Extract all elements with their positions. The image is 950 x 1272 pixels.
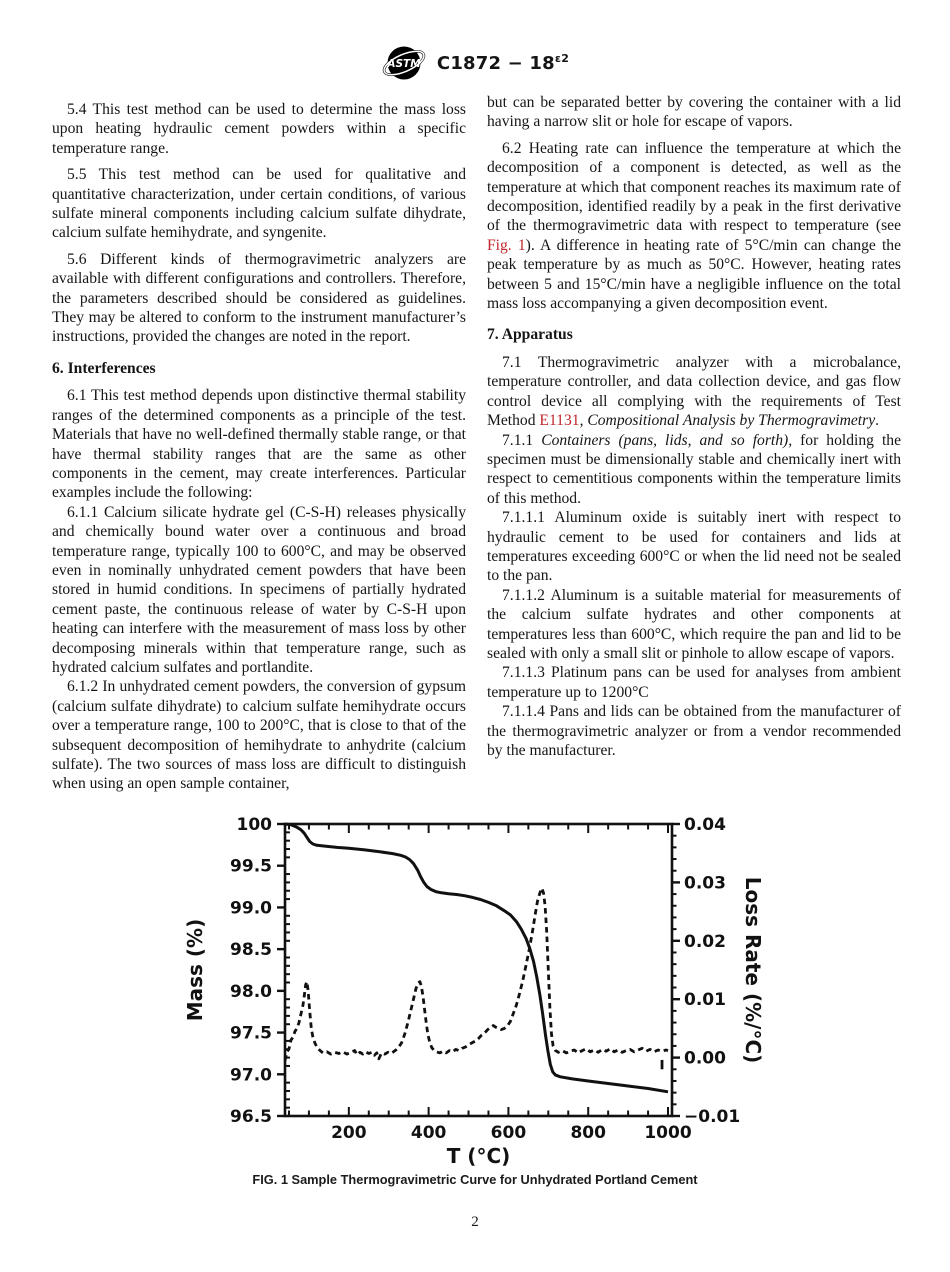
paragraph: 7.1.1 Containers (pans, lids, and so for… [487, 431, 901, 509]
text-segment: Containers (pans, lids, and so forth), [541, 431, 793, 449]
loss-rate-curve [283, 886, 669, 1061]
page-number: 2 [471, 1214, 479, 1230]
text-segment: 6.1 This test method depends upon distin… [52, 387, 466, 502]
paragraph: 7.1.1.4 Pans and lids can be obtained fr… [487, 702, 901, 760]
right-tick-label: −0.01 [684, 1107, 740, 1127]
left-axis-title: Mass (%) [183, 919, 207, 1022]
right-tick-label: 0.00 [684, 1049, 726, 1069]
paragraph: 7.1.1.2 Aluminum is a suitable material … [487, 586, 901, 664]
text-segment: 7.1.1.1 Aluminum oxide is suitably inert… [487, 509, 901, 585]
x-tick-label: 800 [570, 1123, 606, 1143]
designation-superscript: ε2 [554, 52, 570, 65]
document-body: 5.4 This test method can be used to dete… [52, 93, 901, 815]
text-segment: 6.1.2 In unhydrated cement powders, the … [52, 678, 466, 793]
right-tick-label: 0.01 [684, 990, 726, 1010]
right-tick-label: 0.03 [684, 873, 726, 893]
x-tick-label: 200 [331, 1123, 367, 1143]
text-segment: 5.5 This test method can be used for qua… [52, 166, 466, 242]
plot-frame [283, 822, 674, 1118]
x-axis-title: T (°C) [447, 1144, 511, 1168]
left-tick-label: 98.5 [230, 940, 272, 960]
left-tick-label: 96.5 [230, 1107, 272, 1127]
text-segment: 7.1.1 [502, 431, 542, 449]
text-segment: but can be separated better by covering … [487, 94, 901, 131]
right-axis-title: Loss Rate (%/°C) [741, 877, 765, 1064]
paragraph: 6.2 Heating rate can influence the tempe… [487, 139, 901, 314]
astm-logo-text: ASTM [386, 58, 421, 70]
left-tick-label: 99.0 [230, 898, 272, 918]
x-tick-label: 600 [491, 1123, 527, 1143]
paragraph: 5.5 This test method can be used for qua… [52, 165, 466, 243]
left-tick-label: 100 [237, 815, 273, 835]
left-column: 5.4 This test method can be used to dete… [52, 93, 466, 815]
right-column: but can be separated better by covering … [487, 93, 901, 815]
page-header: ASTM C1872 − 18ε2 [0, 42, 950, 84]
mass-curve [284, 822, 669, 1094]
paragraph: 7.1.1.1 Aluminum oxide is suitably inert… [487, 508, 901, 586]
paragraph: 6.1.1 Calcium silicate hydrate gel (C-S-… [52, 503, 466, 678]
astm-logo: ASTM [381, 42, 427, 84]
paragraph: 6.1 This test method depends upon distin… [52, 386, 466, 502]
text-segment: for holding the specimen must be dimensi… [487, 431, 901, 507]
x-tick-label: 1000 [644, 1123, 691, 1143]
paragraph: 6.1.2 In unhydrated cement powders, the … [52, 677, 466, 793]
text-segment: 5.6 Different kinds of thermogravimetric… [52, 250, 466, 346]
figure-1-chart: 200 400 600 800 1000 100 99.5 99.0 98.5 98.0 97.5 9… [183, 815, 765, 1168]
right-tick-label: 0.02 [684, 932, 726, 952]
text-segment: 7.1 Thermogravimetric analyzer with a mi… [487, 353, 901, 430]
standard-designation: C1872 − 18ε2 [437, 52, 569, 74]
figure-1: 200 400 600 800 1000 100 99.5 99.0 98.5 98.0 97.5 9… [0, 812, 950, 1172]
paragraph: but can be separated better by covering … [487, 93, 901, 132]
text-segment: 7.1.1.4 Pans and lids can be obtained fr… [487, 703, 901, 759]
text-segment: 7. Apparatus [487, 326, 573, 344]
left-tick-label: 97.0 [230, 1065, 272, 1085]
figure-caption: FIG. 1 Sample Thermogravimetric Curve fo… [252, 1172, 698, 1187]
left-tick-label: 97.5 [230, 1024, 272, 1044]
text-segment: 7.1.1.2 Aluminum is a suitable material … [487, 586, 901, 662]
text-segment: 5.4 This test method can be used to dete… [52, 101, 466, 157]
x-tick-label: 400 [411, 1123, 447, 1143]
paragraph: 5.4 This test method can be used to dete… [52, 100, 466, 158]
text-segment: 6.1.1 Calcium silicate hydrate gel (C-S-… [52, 503, 466, 676]
text-segment: Compositional Analysis by Thermogravimet… [587, 412, 876, 430]
text-segment: , [579, 412, 588, 430]
left-tick-label: 99.5 [230, 857, 272, 877]
right-tick-label: 0.04 [684, 815, 726, 835]
text-segment: 7.1.1.3 Platinum pans can be used for an… [487, 664, 901, 701]
paragraph: 7.1.1.3 Platinum pans can be used for an… [487, 663, 901, 702]
text-segment: 6. Interferences [52, 359, 156, 377]
section-heading: 6. Interferences [52, 359, 466, 378]
text-segment: 6.2 Heating rate can influence the tempe… [487, 139, 901, 235]
paragraph: 5.6 Different kinds of thermogravimetric… [52, 250, 466, 347]
paragraph: 7.1 Thermogravimetric analyzer with a mi… [487, 353, 901, 431]
designation-number: C1872 − 18 [436, 53, 555, 74]
text-segment: ). A difference in heating rate of 5°C/m… [487, 236, 901, 313]
text-segment: . [875, 412, 880, 430]
cross-reference-link[interactable]: E1131 [539, 412, 580, 430]
section-heading: 7. Apparatus [487, 325, 901, 344]
left-tick-label: 98.0 [230, 982, 272, 1002]
cross-reference-link[interactable]: Fig. 1 [487, 236, 526, 254]
